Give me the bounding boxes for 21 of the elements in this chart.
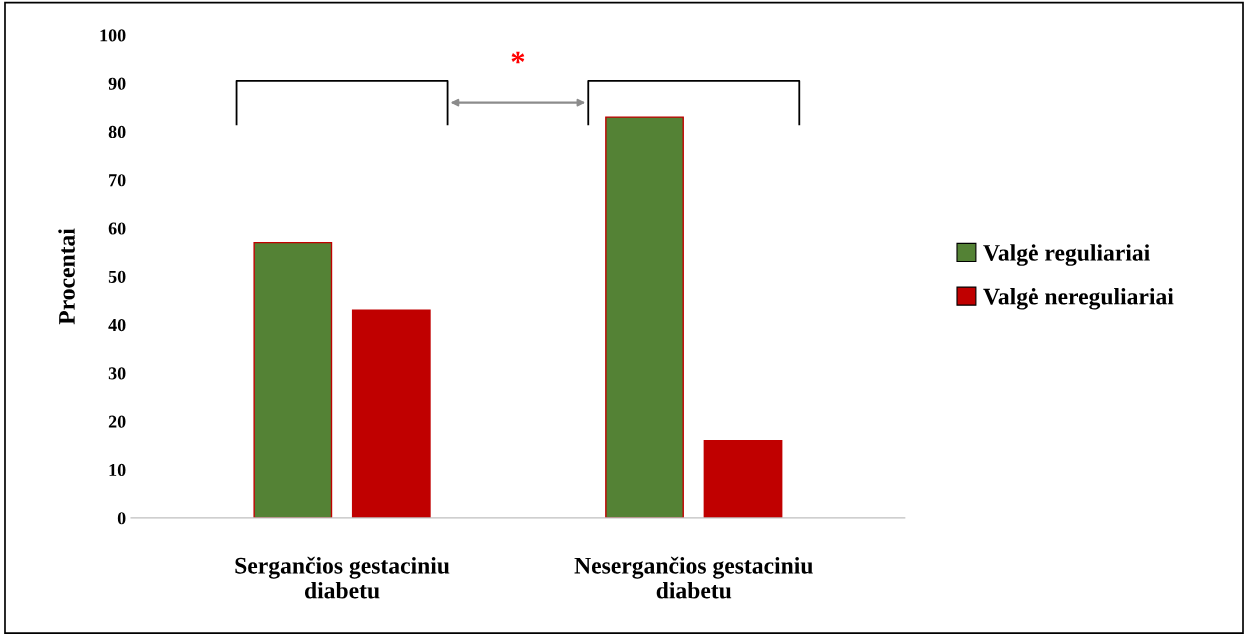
y-axis-title: Procentai (58, 228, 75, 325)
y-tick-label: 70 (109, 174, 126, 187)
y-tick-label: 0 (117, 512, 126, 525)
y-tick-label: 90 (108, 77, 126, 90)
bar (605, 116, 684, 518)
y-tick-label: 60 (108, 222, 126, 235)
y-tick-label: 30 (108, 367, 126, 380)
y-tick-label: 10 (109, 463, 126, 477)
bar (253, 241, 333, 518)
y-tick-label: 20 (108, 415, 126, 428)
y-tick-label: 80 (108, 125, 126, 139)
legend-label: Valgė reguliariai (983, 244, 1150, 266)
y-tick-label: 100 (100, 29, 126, 42)
x-tick-label: Nesergančios gestaciniu diabetu (574, 556, 813, 599)
bar (351, 309, 431, 518)
bar (703, 439, 783, 518)
legend-label: Valgė nereguliariai (983, 287, 1174, 310)
y-tick-label: 40 (108, 319, 126, 332)
annotation: * (511, 51, 525, 64)
y-tick-label: 50 (108, 270, 126, 283)
x-tick-label: Sergančios gestaciniu diabetu (235, 556, 450, 599)
